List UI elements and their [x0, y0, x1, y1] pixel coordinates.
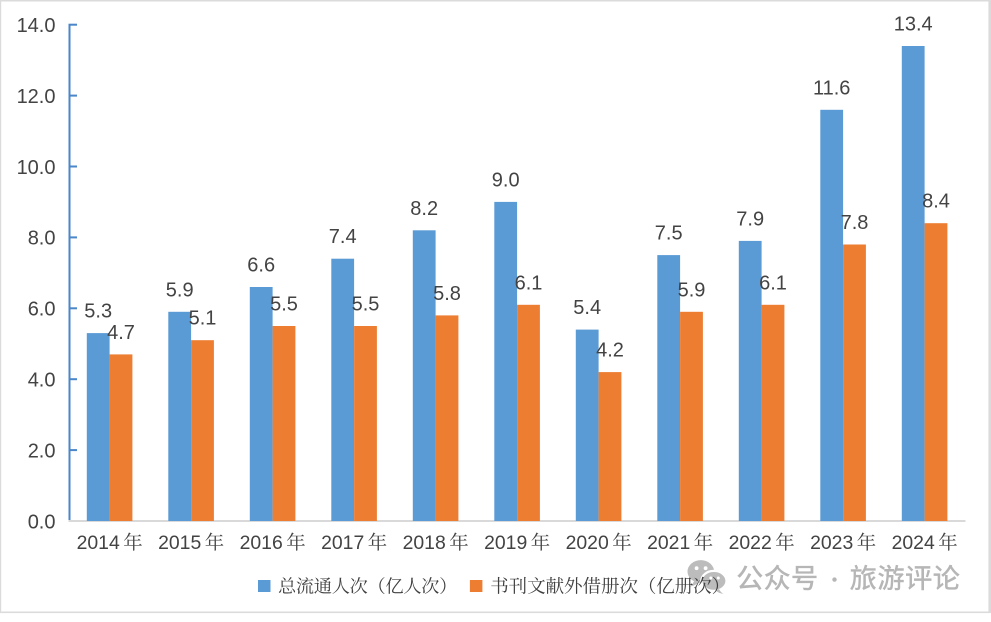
svg-text:13.4: 13.4	[894, 14, 933, 36]
svg-text:7.4: 7.4	[329, 226, 357, 248]
svg-text:5.4: 5.4	[573, 297, 601, 319]
svg-text:2023: 2023	[810, 532, 853, 554]
svg-text:14.0: 14.0	[17, 15, 56, 37]
svg-text:2022: 2022	[729, 532, 772, 554]
svg-text:2019: 2019	[484, 532, 527, 554]
svg-text:7.8: 7.8	[841, 212, 869, 234]
svg-text:0.0: 0.0	[28, 511, 56, 533]
svg-text:5.9: 5.9	[166, 279, 194, 301]
svg-text:8.0: 8.0	[28, 228, 56, 250]
svg-text:5.1: 5.1	[189, 308, 217, 330]
svg-text:4.0: 4.0	[28, 370, 56, 392]
svg-text:5.3: 5.3	[84, 301, 112, 323]
svg-text:2.0: 2.0	[28, 440, 56, 462]
svg-text:2017: 2017	[321, 532, 364, 554]
svg-text:6.1: 6.1	[515, 272, 543, 294]
svg-text:6.0: 6.0	[28, 299, 56, 321]
svg-text:2018: 2018	[403, 532, 446, 554]
svg-text:4.2: 4.2	[596, 340, 624, 362]
svg-text:4.7: 4.7	[107, 322, 135, 344]
svg-text:5.8: 5.8	[433, 283, 461, 305]
svg-text:8.2: 8.2	[410, 198, 438, 220]
svg-text:9.0: 9.0	[492, 169, 520, 191]
svg-text:5.5: 5.5	[270, 294, 298, 316]
svg-text:8.4: 8.4	[922, 191, 950, 213]
svg-text:11.6: 11.6	[813, 77, 850, 99]
svg-text:2015: 2015	[158, 532, 201, 554]
svg-text:2024: 2024	[892, 532, 935, 554]
svg-text:12.0: 12.0	[17, 86, 56, 108]
svg-text:2014: 2014	[77, 532, 120, 554]
svg-text:2020: 2020	[566, 532, 609, 554]
svg-text:2016: 2016	[240, 532, 283, 554]
svg-text:10.0: 10.0	[17, 157, 56, 179]
svg-text:6.1: 6.1	[759, 272, 787, 294]
svg-text:6.6: 6.6	[247, 255, 275, 277]
svg-text:5.5: 5.5	[352, 294, 380, 316]
svg-text:2021: 2021	[647, 532, 690, 554]
svg-text:7.5: 7.5	[655, 223, 683, 245]
svg-text:5.9: 5.9	[678, 279, 706, 301]
svg-text:7.9: 7.9	[736, 208, 764, 230]
